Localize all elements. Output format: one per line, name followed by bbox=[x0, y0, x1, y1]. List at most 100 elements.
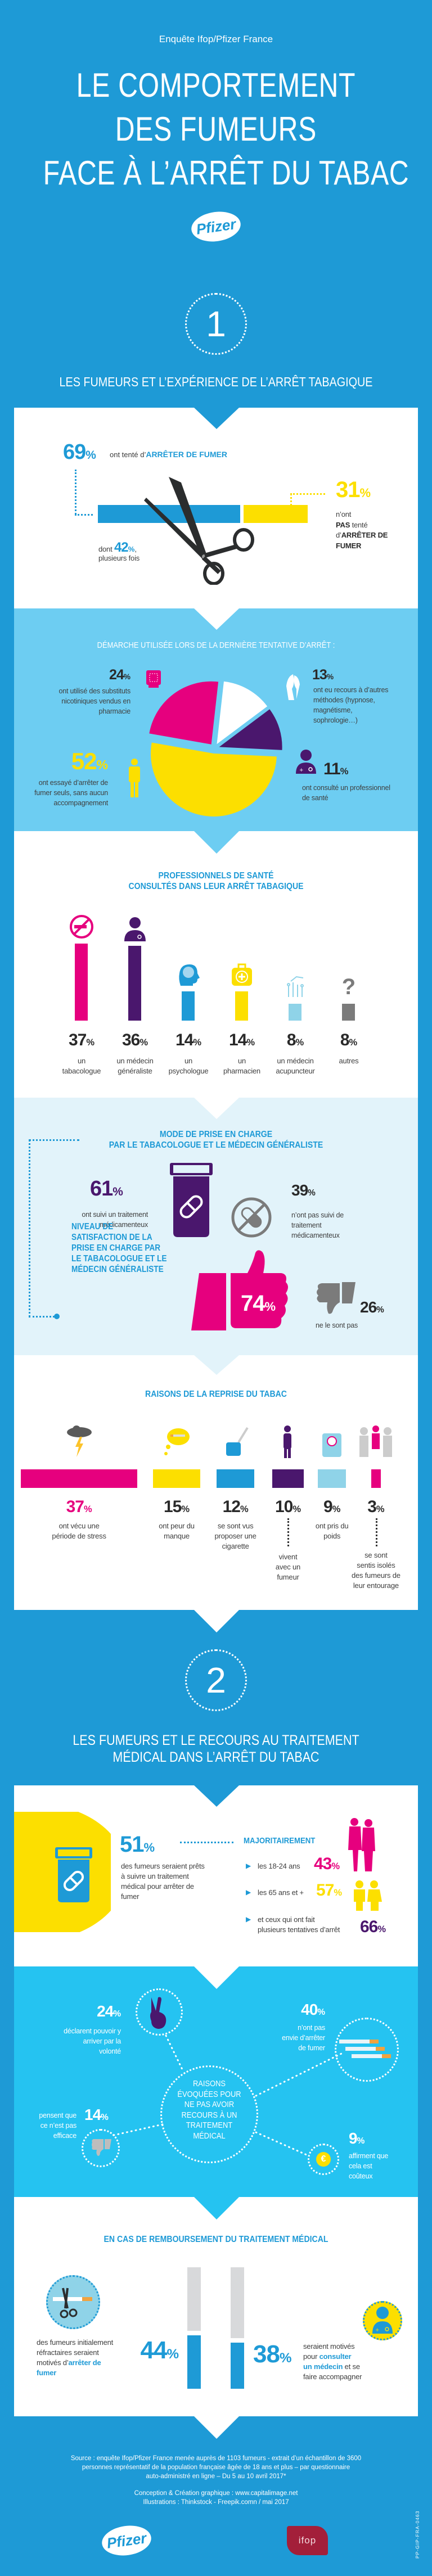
no-smoking-icon bbox=[69, 914, 94, 939]
scissors-cigarette-icon bbox=[53, 2288, 92, 2318]
bar-label: ont peur du manque bbox=[159, 1522, 195, 1540]
attempt-bar bbox=[98, 505, 308, 523]
main-title-line-2: DES FUMEURS bbox=[115, 110, 317, 148]
group-senior-text: les 65 ans et + bbox=[258, 1888, 304, 1897]
connector-dot bbox=[54, 1314, 60, 1319]
not-tried-percent: 31% bbox=[336, 477, 371, 502]
treated-text: ont suivi un traitement médicamenteux bbox=[82, 1211, 148, 1229]
group-multiple-text: et ceux qui ont fait plusieurs tentatives… bbox=[258, 1915, 340, 1934]
storm-cloud-icon bbox=[65, 1425, 93, 1458]
consult-text: seraient motivés pour consulter un médecin… bbox=[303, 2342, 362, 2381]
connector-line bbox=[29, 1140, 30, 1317]
bar-label: ont vécu une période de stress bbox=[52, 1522, 106, 1540]
bar bbox=[272, 1469, 304, 1488]
satisfaction-title: NIVEAU DE SATISFACTION DE LA PRISE EN CHAR… bbox=[71, 1222, 167, 1274]
acupuncture-icon bbox=[283, 975, 308, 999]
costly-text: affirment que cela est coûteux bbox=[349, 2152, 389, 2180]
hands-icon bbox=[286, 674, 300, 700]
bar-value: 14% bbox=[175, 1031, 202, 1049]
mostly-label: MAJORITAIREMENT bbox=[244, 1836, 316, 1846]
method-patches-text: ont utilisé des substituts nicotiniques v… bbox=[58, 687, 130, 715]
main-title-line-1: LE COMPORTEMENT bbox=[76, 66, 356, 104]
cigarettes-icon bbox=[339, 2040, 391, 2058]
bullet-icon: ▶ bbox=[246, 1888, 251, 1896]
bullet-icon: ▶ bbox=[246, 1915, 251, 1923]
professionals-title: PROFESSIONNELS DE SANTÉ CONSULTÉS DANS LE… bbox=[128, 871, 304, 891]
reimbursement-title: EN CAS DE REMBOURSEMENT DU TRAITEMENT MÉ… bbox=[104, 2235, 328, 2244]
consult-percent: 38% bbox=[253, 2340, 292, 2368]
unsatisfied-percent: 26% bbox=[360, 1298, 384, 1316]
ineffective-percent: 14% bbox=[84, 2106, 109, 2123]
scissors-icon bbox=[144, 477, 254, 585]
bar-label: un médecin acupuncteur bbox=[276, 1057, 315, 1075]
bar-value: 8% bbox=[340, 1031, 358, 1049]
costly-percent: 9% bbox=[349, 2130, 365, 2147]
bar bbox=[21, 1469, 138, 1488]
care-title: MODE DE PRISE EN CHARGE PAR LE TABACOLOGU… bbox=[109, 1130, 323, 1150]
bar-label: ont pris du poids bbox=[315, 1522, 349, 1540]
connector-line bbox=[376, 1518, 377, 1546]
group-multiple-percent: 66% bbox=[360, 1918, 386, 1936]
method-pro-text: ont consulté un professionnel de santé bbox=[302, 784, 390, 802]
doctor-icon bbox=[123, 917, 147, 941]
pill-bottle-icon bbox=[170, 1163, 213, 1237]
section-2-title: LES FUMEURS ET LE RECOURS AU TRAITEMENT M… bbox=[73, 1733, 359, 1765]
section-1-number: 1 bbox=[185, 293, 247, 355]
bar bbox=[75, 944, 88, 1021]
unsatisfied-text: ne le sont pas bbox=[316, 1321, 358, 1329]
several-times-text: dont 42%, plusieurs fois bbox=[98, 540, 140, 563]
pill-bottle-icon bbox=[55, 1847, 92, 1902]
panel-notch bbox=[194, 1355, 239, 1375]
method-alone-percent: 52% bbox=[71, 748, 108, 774]
method-alone-text: ont essayé d’arrêter de fumer seuls, sans… bbox=[34, 779, 108, 807]
bar-label: un tabacologue bbox=[62, 1057, 101, 1075]
pie-slice-patches bbox=[149, 681, 219, 745]
bar-value: 14% bbox=[228, 1031, 255, 1049]
pfizer-logo: Pfizer bbox=[100, 2523, 154, 2559]
panel-notch bbox=[194, 608, 239, 630]
bar-value: 10% bbox=[274, 1497, 302, 1516]
quit-percent: 44% bbox=[140, 2336, 179, 2364]
cigarettes-circle bbox=[335, 2018, 399, 2082]
svg-text:+: + bbox=[299, 768, 304, 773]
thumbs-down-icon bbox=[92, 2139, 111, 2156]
young-people-icon bbox=[348, 1818, 375, 1871]
quit-text: des fumeurs initialement réfractaires ser… bbox=[37, 2338, 114, 2377]
smoker-icon bbox=[274, 1425, 302, 1458]
quit-bar-track bbox=[187, 2267, 201, 2331]
quit-bar-fill bbox=[187, 2335, 201, 2389]
panel-notch bbox=[194, 1610, 239, 1632]
connector-line bbox=[29, 1316, 55, 1318]
bullet-icon: ▶ bbox=[246, 1862, 251, 1870]
section-1-title: LES FUMEURS ET L’EXPÉRIENCE DE L’ARRÊT T… bbox=[59, 375, 373, 389]
will-percent: 24% bbox=[97, 2002, 121, 2020]
pfizer-logo: Pfizer bbox=[189, 209, 243, 245]
no-wish-text: n’ont pas envie d’arrêter de fumer bbox=[282, 2024, 325, 2052]
group-young-percent: 43% bbox=[314, 1855, 340, 1873]
bar-label: un psychologue bbox=[168, 1057, 209, 1075]
bar-value: 15% bbox=[163, 1497, 190, 1516]
method-title: DÉMARCHE UTILISÉE LORS DE LA DERNIÈRE TE… bbox=[97, 640, 335, 650]
scale-icon bbox=[318, 1425, 346, 1458]
will-text: déclarent pouvoir y arriver par la volonté bbox=[64, 2027, 121, 2055]
bar bbox=[235, 991, 248, 1021]
panel-notch bbox=[194, 1098, 239, 1119]
doctor-icon: + bbox=[296, 750, 316, 774]
ready-percent: 51% bbox=[120, 1832, 155, 1857]
costly-circle bbox=[308, 2144, 339, 2175]
ineffective-text: pensent que ce n’est pas efficace bbox=[39, 2112, 76, 2140]
section-2-number: 2 bbox=[185, 1649, 247, 1711]
panel-notch bbox=[194, 831, 239, 854]
bar bbox=[153, 1469, 200, 1488]
bar-label: se sont vus proposer une cigarette bbox=[214, 1522, 256, 1550]
bar bbox=[318, 1469, 346, 1488]
panel-notch bbox=[194, 2416, 239, 2439]
bar-value: 12% bbox=[222, 1497, 249, 1516]
no-pill-icon bbox=[231, 1197, 272, 1238]
isolated-person-icon bbox=[359, 1425, 393, 1458]
bar bbox=[289, 1004, 302, 1021]
relapse-title: RAISONS DE LA REPRISE DU TABAC bbox=[145, 1389, 287, 1399]
bar-value: 37% bbox=[68, 1031, 95, 1049]
tried-percent: 69% bbox=[63, 440, 96, 464]
bar bbox=[128, 945, 141, 1021]
